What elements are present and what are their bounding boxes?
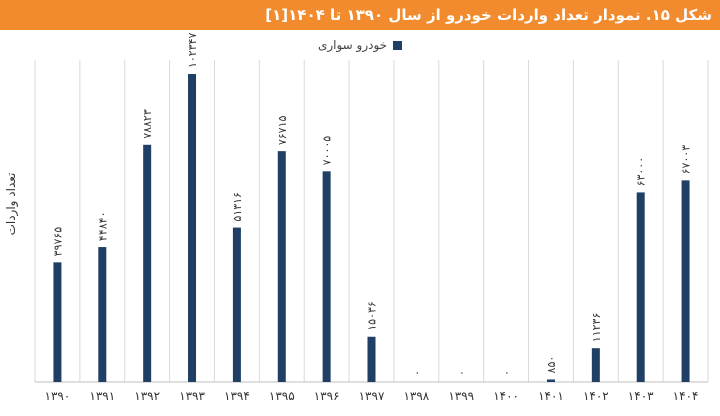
x-tick-label: ۱۳۹۷ (359, 389, 385, 403)
legend: خودرو سواری (0, 38, 720, 52)
x-tick-label: ۱۴۰۲ (583, 389, 609, 403)
data-label: ۶۳۰۰۰ (635, 157, 648, 187)
data-label: ۱۰۲۳۴۷ (186, 32, 199, 68)
bar (322, 171, 331, 382)
x-tick-label: ۱۳۹۴ (224, 389, 250, 403)
x-tick-label: ۱۴۰۰ (493, 389, 519, 403)
x-tick-label: ۱۳۹۲ (134, 389, 160, 403)
data-label: ۵۱۳۱۶ (231, 192, 244, 222)
data-label: ۰ (455, 370, 468, 376)
x-tick-label: ۱۳۹۸ (403, 389, 429, 403)
bar (546, 379, 555, 382)
data-label: ۴۴۸۴۰ (96, 212, 109, 242)
x-tick-label: ۱۳۹۱ (89, 389, 115, 403)
data-label: ۱۱۲۳۶ (590, 313, 603, 343)
x-tick-label: ۱۴۰۳ (628, 389, 654, 403)
data-label: ۰ (410, 370, 423, 376)
data-label: ۸۵۰ (545, 356, 558, 374)
legend-swatch (393, 40, 403, 50)
bar (277, 151, 286, 382)
x-tick-label: ۱۳۹۳ (179, 389, 205, 403)
data-label: ۳۹۷۶۵ (51, 227, 64, 257)
legend-label: خودرو سواری (317, 38, 388, 52)
data-label: ۷۰۰۰۵ (321, 136, 334, 166)
x-tick-label: ۱۳۹۶ (314, 389, 340, 403)
data-label: ۷۸۸۲۳ (141, 109, 154, 139)
bar (53, 262, 62, 382)
bar (681, 180, 690, 382)
x-tick-label: ۱۴۰۱ (538, 389, 564, 403)
x-tick-label: ۱۳۹۹ (448, 389, 474, 403)
bar (591, 348, 600, 382)
bar (367, 336, 376, 382)
data-label: ۰ (500, 370, 513, 376)
x-tick-label: ۱۴۰۴ (673, 389, 699, 403)
bar (188, 74, 197, 382)
data-label: ۷۶۷۱۵ (276, 116, 289, 146)
bar (98, 247, 107, 382)
data-label: ۱۵۰۳۶ (366, 301, 379, 331)
data-label: ۶۷۰۰۳ (680, 145, 693, 175)
bar (143, 144, 152, 382)
bar (636, 192, 645, 382)
chart-title: شکل ۱۵. نمودار تعداد واردات خودرو از سال… (0, 0, 720, 30)
bar (232, 227, 241, 382)
x-tick-label: ۱۳۹۵ (269, 389, 295, 403)
x-tick-label: ۱۳۹۰ (45, 389, 71, 403)
